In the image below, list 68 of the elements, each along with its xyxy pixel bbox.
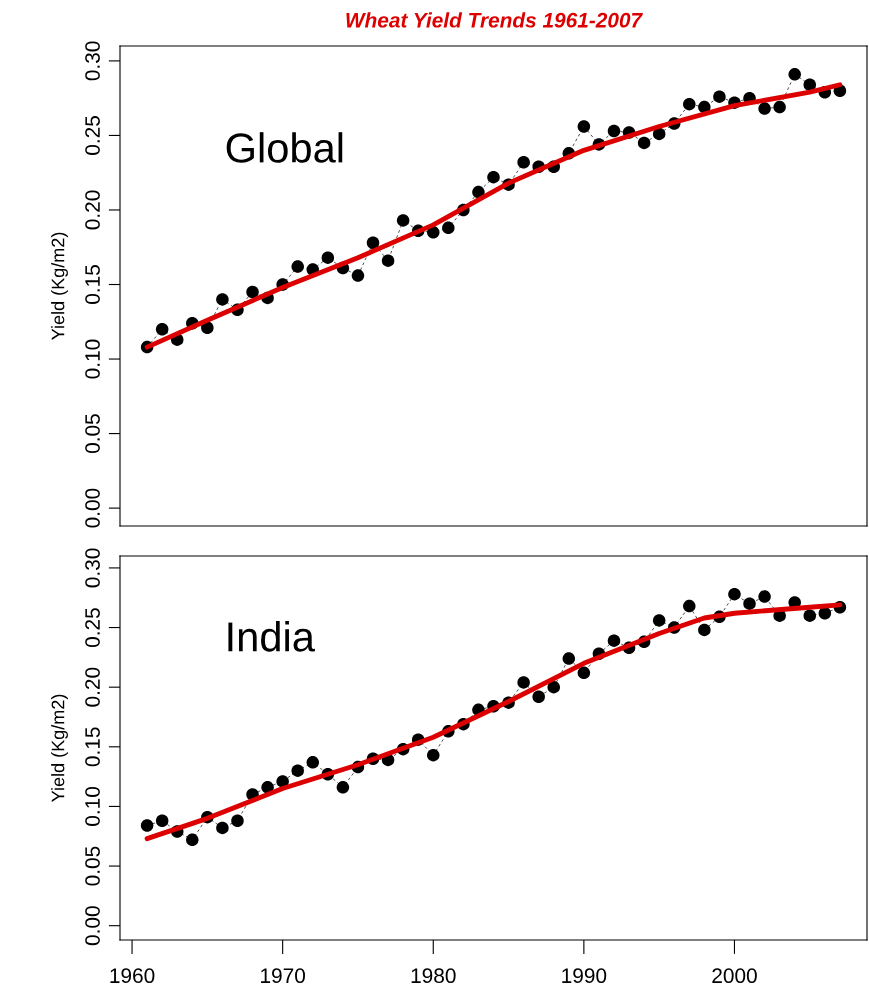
point (698, 623, 711, 637)
point (577, 120, 591, 133)
y-tick-label: 0.05 (85, 846, 100, 886)
point (803, 78, 817, 92)
point (788, 68, 801, 81)
y-tick-label: 0.05 (85, 414, 100, 454)
point (607, 124, 621, 138)
point (547, 680, 560, 694)
point (186, 833, 199, 847)
point (427, 748, 440, 762)
y-tick-label: 0.25 (85, 608, 100, 648)
point (216, 293, 229, 306)
point (652, 614, 666, 627)
x-tick-label: 1980 (411, 968, 456, 984)
point (231, 814, 244, 827)
x-tick-label: 1960 (110, 968, 155, 984)
y-tick-label: 0.15 (85, 727, 100, 767)
point (517, 676, 530, 689)
y-tick-label: 0.20 (85, 190, 100, 230)
annotation: Global (226, 132, 343, 163)
point (291, 764, 304, 777)
y-tick-label: 0.00 (85, 906, 100, 946)
annotation: India (228, 621, 315, 652)
point (291, 260, 304, 273)
y-tick-label: 0.30 (85, 41, 100, 81)
point (758, 102, 771, 115)
y-tick-label: 0.10 (85, 339, 100, 379)
point (155, 814, 169, 827)
point (381, 254, 395, 267)
point (246, 285, 259, 299)
point (773, 100, 786, 114)
y-tick-label: 0.15 (85, 265, 100, 304)
x-tick-label: 1990 (562, 968, 607, 984)
x-tick-label: 2000 (712, 968, 757, 984)
y-tick-label: 0.00 (85, 488, 100, 528)
chart-title: Wheat Yield Trends 1961-2007 (346, 12, 643, 28)
point (652, 127, 666, 141)
point (607, 634, 621, 647)
point (713, 90, 726, 103)
point (683, 97, 696, 111)
y-tick-label: 0.25 (85, 116, 100, 155)
point (803, 609, 817, 622)
point (683, 599, 696, 613)
point (155, 322, 169, 336)
y-axis-title: Yield (Kg/m2) (51, 232, 68, 340)
point (532, 690, 545, 703)
point (743, 597, 756, 610)
point (216, 821, 229, 835)
point (728, 587, 741, 601)
point (442, 221, 455, 235)
point (517, 156, 530, 169)
point (336, 781, 350, 794)
y-axis-title: Yield (Kg/m2) (51, 694, 68, 802)
point (487, 170, 500, 184)
point (140, 819, 154, 832)
y-tick-label: 0.30 (85, 548, 100, 588)
point (396, 214, 410, 227)
point (637, 136, 651, 150)
point (351, 269, 365, 282)
point (562, 652, 576, 665)
x-tick-label: 1970 (261, 968, 306, 984)
point (321, 251, 335, 264)
y-tick-label: 0.20 (85, 667, 100, 707)
point (306, 756, 320, 769)
point (366, 236, 380, 250)
point (758, 590, 771, 603)
point (577, 666, 591, 680)
y-tick-label: 0.10 (85, 786, 100, 826)
